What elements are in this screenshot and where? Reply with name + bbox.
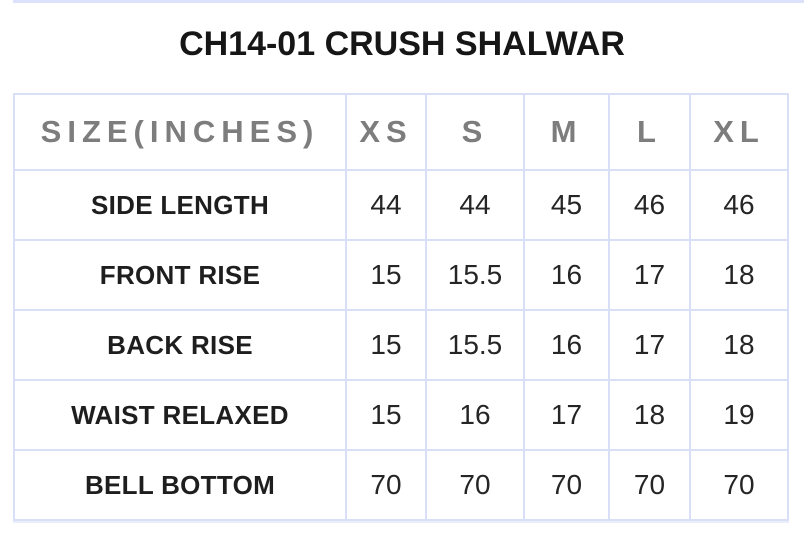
row-label: WAIST RELAXED <box>13 379 347 451</box>
header-row: SIZE(INCHES) XS S M L XL <box>13 93 789 171</box>
row-label: BELL BOTTOM <box>13 449 347 521</box>
value-cell: 15 <box>345 309 427 381</box>
value-cell: 18 <box>689 239 789 311</box>
row-label: BACK RISE <box>13 309 347 381</box>
value-cell: 15.5 <box>425 309 525 381</box>
value-cell: 70 <box>689 449 789 521</box>
page-title: CH14-01 CRUSH SHALWAR <box>179 25 625 63</box>
value-cell: 16 <box>523 309 610 381</box>
value-cell: 19 <box>689 379 789 451</box>
column-header-size-inches: SIZE(INCHES) <box>13 93 347 171</box>
value-cell: 45 <box>523 169 610 241</box>
value-cell: 18 <box>608 379 691 451</box>
value-cell: 15.5 <box>425 239 525 311</box>
row-label: FRONT RISE <box>13 239 347 311</box>
column-header-l: L <box>608 93 691 171</box>
value-cell: 16 <box>425 379 525 451</box>
column-header-xs: XS <box>345 93 427 171</box>
table-row-side-length: SIDE LENGTH 44 44 45 46 46 <box>13 169 789 241</box>
row-label: SIDE LENGTH <box>13 169 347 241</box>
value-cell: 46 <box>689 169 789 241</box>
column-header-m: M <box>523 93 610 171</box>
value-cell: 70 <box>608 449 691 521</box>
value-cell: 46 <box>608 169 691 241</box>
top-divider <box>13 0 804 3</box>
table-row-waist-relaxed: WAIST RELAXED 15 16 17 18 19 <box>13 379 789 451</box>
value-cell: 17 <box>608 309 691 381</box>
value-cell: 70 <box>523 449 610 521</box>
value-cell: 44 <box>345 169 427 241</box>
table-row-bell-bottom: BELL BOTTOM 70 70 70 70 70 <box>13 449 789 521</box>
column-header-xl: XL <box>689 93 789 171</box>
value-cell: 17 <box>523 379 610 451</box>
size-chart-table: SIZE(INCHES) XS S M L XL SIDE LENGTH 44 … <box>13 93 789 521</box>
value-cell: 18 <box>689 309 789 381</box>
value-cell: 70 <box>425 449 525 521</box>
table-row-back-rise: BACK RISE 15 15.5 16 17 18 <box>13 309 789 381</box>
value-cell: 16 <box>523 239 610 311</box>
table-row-front-rise: FRONT RISE 15 15.5 16 17 18 <box>13 239 789 311</box>
value-cell: 17 <box>608 239 691 311</box>
value-cell: 70 <box>345 449 427 521</box>
column-header-s: S <box>425 93 525 171</box>
value-cell: 15 <box>345 239 427 311</box>
value-cell: 44 <box>425 169 525 241</box>
value-cell: 15 <box>345 379 427 451</box>
